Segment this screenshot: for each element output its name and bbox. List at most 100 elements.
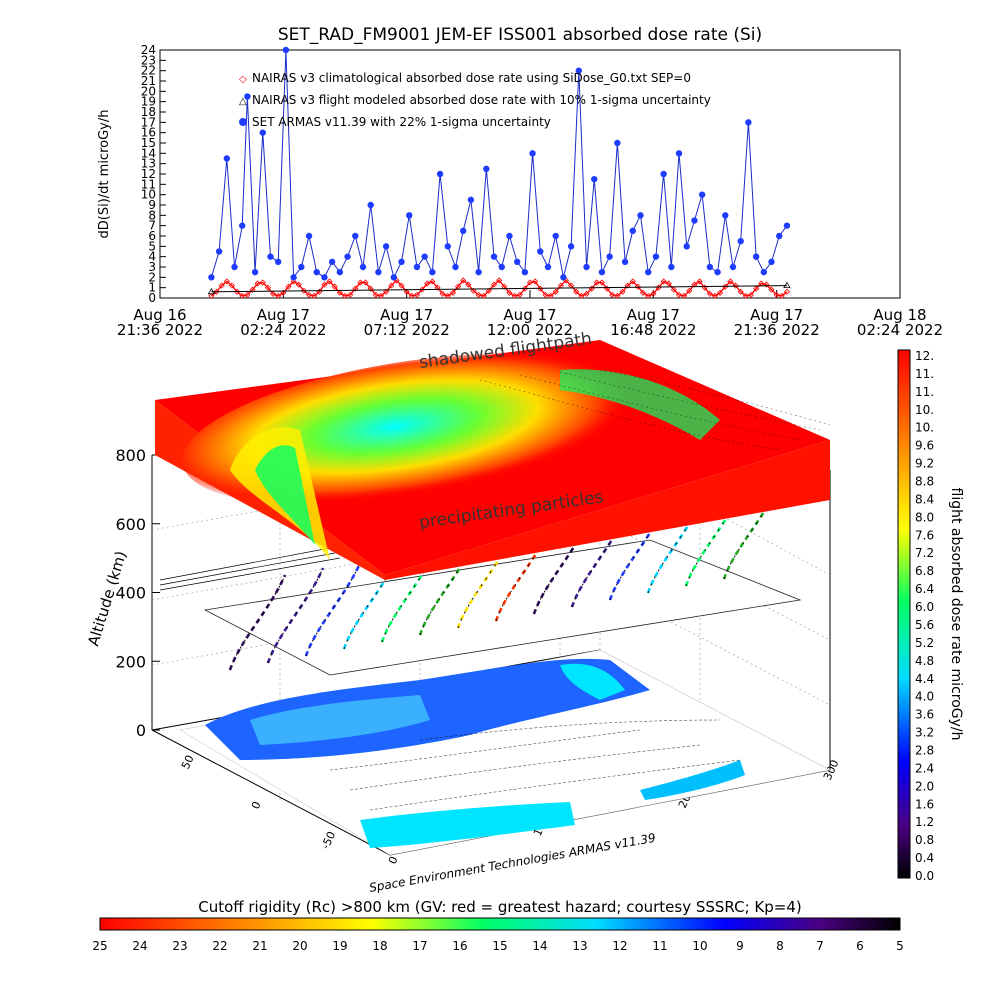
series-climatological-point — [573, 288, 580, 295]
series-climatological-point — [321, 281, 328, 288]
y-tick-label: 21 — [141, 74, 156, 88]
y-tick-label: 13 — [141, 157, 156, 171]
cutoff-rigidity-tick-label: 25 — [92, 939, 107, 953]
series-climatological-point — [213, 288, 220, 295]
legend-entry-flight-modeled: NAIRAS v3 flight modeled absorbed dose r… — [252, 93, 711, 107]
latitude-tick-label: -50 — [319, 829, 338, 851]
legend-entry-armas: SET ARMAS v11.39 with 22% 1-sigma uncert… — [252, 115, 551, 129]
dose-rate-tick-label: 4.4 — [915, 672, 934, 686]
series-armas-point — [560, 274, 567, 281]
dose-rate-tick-label: 7.6 — [915, 528, 934, 542]
series-climatological-point — [475, 291, 482, 298]
series-climatological-point — [578, 292, 585, 299]
series-climatological-point — [341, 292, 349, 299]
x-tick-label-date: Aug 18 — [873, 306, 926, 324]
series-armas-point — [215, 248, 223, 255]
cutoff-rigidity-colorbar-ticks: 25 24 23 22 21 20 19 18 17 16 15 14 13 12 11 10 9 8 7 6 5 — [92, 939, 903, 953]
series-climatological-point — [639, 289, 647, 296]
altitude-tick-label: 800 — [115, 446, 146, 465]
dose-rate-tick-label: 6.4 — [915, 582, 934, 596]
orbit-track — [494, 525, 553, 622]
dose-rate-colorbar-bar — [897, 349, 911, 879]
cutoff-rigidity-tick-label: 24 — [132, 939, 147, 953]
series-armas-point — [752, 253, 760, 260]
series-armas-point — [475, 268, 482, 276]
y-tick-label: 10 — [141, 188, 156, 202]
series-climatological-point — [336, 289, 343, 296]
cutoff-rigidity-tick-label: 17 — [412, 939, 427, 953]
cutoff-rigidity-tick-label: 11 — [652, 939, 667, 953]
orbit-track — [418, 539, 477, 636]
cutoff-rigidity-tick-label: 16 — [452, 939, 467, 953]
shadowed-flightpath-tracks — [479, 369, 831, 451]
series-climatological-point — [783, 288, 791, 295]
series-climatological-point — [742, 292, 749, 299]
dose-rate-tick-label: 5.6 — [915, 618, 934, 632]
series-climatological-point — [727, 278, 734, 285]
series-climatological-point — [326, 278, 333, 285]
series-climatological-point — [526, 279, 534, 286]
series-armas-point — [498, 263, 505, 271]
series-armas-point — [652, 253, 660, 260]
series-armas-point — [375, 268, 382, 276]
y-tick-label: 14 — [141, 146, 156, 160]
cutoff-rigidity-colorbar-label: Cutoff rigidity (Rc) >800 km (GV: red = … — [198, 898, 801, 916]
x-tick-label-time: 07:12 2022 — [364, 321, 450, 339]
series-armas-point — [698, 191, 706, 198]
dose-rate-tick-label: 0.0 — [915, 869, 934, 883]
series-climatological-point — [650, 290, 657, 297]
series-climatological-point — [300, 287, 307, 294]
series-armas-point — [529, 150, 536, 157]
dose-rate-tick-label: 10. — [915, 403, 934, 417]
orbit-track — [380, 546, 439, 643]
legend-marker-armas — [239, 118, 247, 126]
series-climatological-point — [706, 290, 713, 297]
series-armas-point — [575, 67, 583, 74]
series-climatological-point — [645, 292, 652, 299]
chart-title: SET_RAD_FM9001 JEM-EF ISS001 absorbed do… — [278, 25, 762, 45]
series-climatological-point — [439, 290, 446, 297]
series-armas-point — [352, 232, 359, 240]
series-climatological-point — [717, 289, 724, 296]
series-climatological-point — [732, 282, 739, 289]
series-armas-point — [537, 248, 544, 255]
series-climatological-point — [413, 291, 421, 298]
series-climatological-point — [388, 282, 395, 289]
dose-rate-tick-label: 6.0 — [915, 600, 934, 614]
series-armas-point — [629, 227, 636, 235]
series-armas-point — [675, 150, 683, 157]
series-armas-point — [398, 258, 405, 266]
x-tick-label-date: Aug 17 — [380, 306, 433, 324]
legend: ◇ NAIRAS v3 climatological absorbed dose… — [239, 71, 711, 129]
cutoff-rigidity-tick-label: 20 — [292, 939, 307, 953]
series-armas-point — [722, 212, 729, 219]
series-climatological-point — [506, 289, 513, 296]
ocean-band — [360, 802, 575, 848]
series-climatological-point — [470, 287, 477, 294]
series-climatological-point — [490, 281, 498, 288]
series-climatological-point — [532, 278, 539, 285]
dose-rate-tick-label: 0.4 — [915, 851, 934, 865]
y-tick-label: 19 — [141, 95, 156, 109]
series-climatological-point — [521, 285, 528, 292]
series-climatological-point — [280, 289, 287, 296]
legend-entry-climatological: NAIRAS v3 climatological absorbed dose r… — [252, 71, 691, 85]
series-armas-point — [776, 232, 783, 240]
dose-rate-tick-label: 8.0 — [915, 510, 934, 524]
series-armas-point — [606, 253, 613, 260]
dose-rate-tick-label: 3.2 — [915, 726, 934, 740]
series-climatological-point — [264, 284, 271, 291]
series-armas-point — [421, 253, 428, 260]
series-armas-point — [706, 263, 714, 271]
series-climatological-point — [465, 281, 472, 288]
y-tick-label: 0 — [148, 291, 156, 305]
y-tick-label: 9 — [148, 198, 156, 212]
series-climatological-point — [295, 281, 302, 288]
orbit-track-outline — [229, 574, 286, 671]
series-climatological-point — [516, 291, 523, 298]
ground-tracks — [329, 719, 741, 811]
series-climatological-point — [383, 288, 390, 295]
